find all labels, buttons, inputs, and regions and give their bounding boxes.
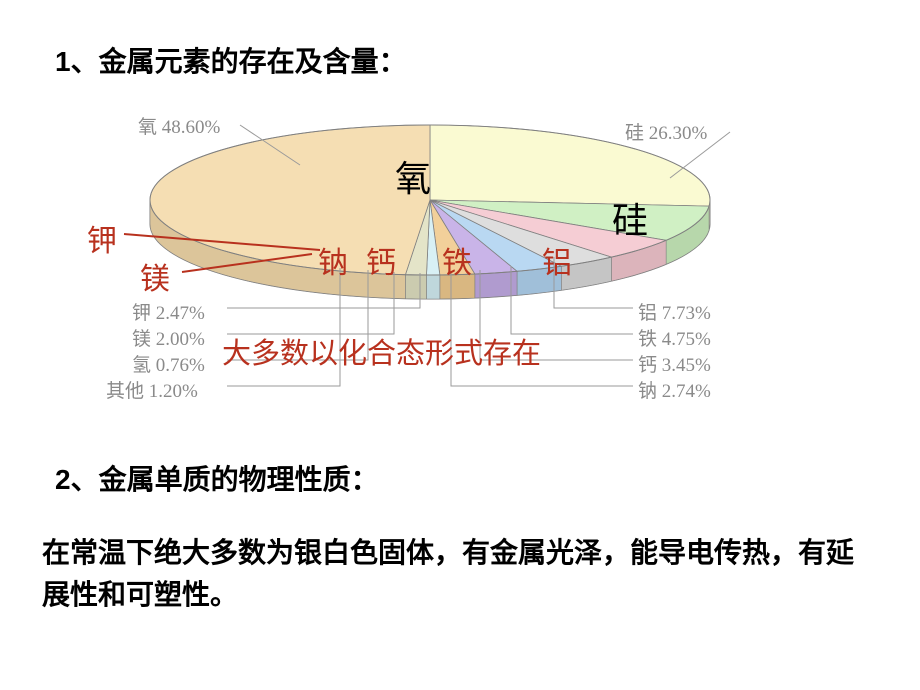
chart-label-h: 氢 0.76% (132, 350, 205, 377)
chart-label-k: 钾 2.47% (132, 298, 205, 325)
chart-label-ca: 钙 3.45% (638, 350, 711, 377)
overlay-oxygen: 氧 (395, 150, 431, 202)
red-overlay-tie: 铁 (442, 238, 472, 282)
chart-label-na: 钠 2.74% (638, 376, 711, 403)
red-overlay-mei: 镁 (140, 254, 170, 298)
chart-label-other: 其他 1.20% (106, 376, 198, 403)
body-paragraph: 在常温下绝大多数为银白色固体，有金属光泽，能导电传热，有延展性和可塑性。 (42, 532, 872, 616)
chart-label-oxygen: 氧 48.60% (138, 112, 220, 139)
chart-label-mg: 镁 2.00% (132, 324, 205, 351)
chart-label-al: 铝 7.73% (638, 298, 711, 325)
chart-label-fe: 铁 4.75% (638, 324, 711, 351)
overlay-silicon: 硅 (612, 192, 648, 244)
red-overlay-na: 钠 (318, 238, 348, 282)
heading-2: 2、金属单质的物理性质： (55, 458, 379, 498)
chart-label-silicon: 硅 26.30% (625, 118, 707, 145)
red-overlay-jia: 钾 (87, 216, 117, 260)
red-overlay-gai: 钙 (366, 238, 396, 282)
red-overlay-note: 大多数以化合态形式存在 (222, 330, 541, 372)
red-overlay-lv: 铝 (542, 238, 572, 282)
